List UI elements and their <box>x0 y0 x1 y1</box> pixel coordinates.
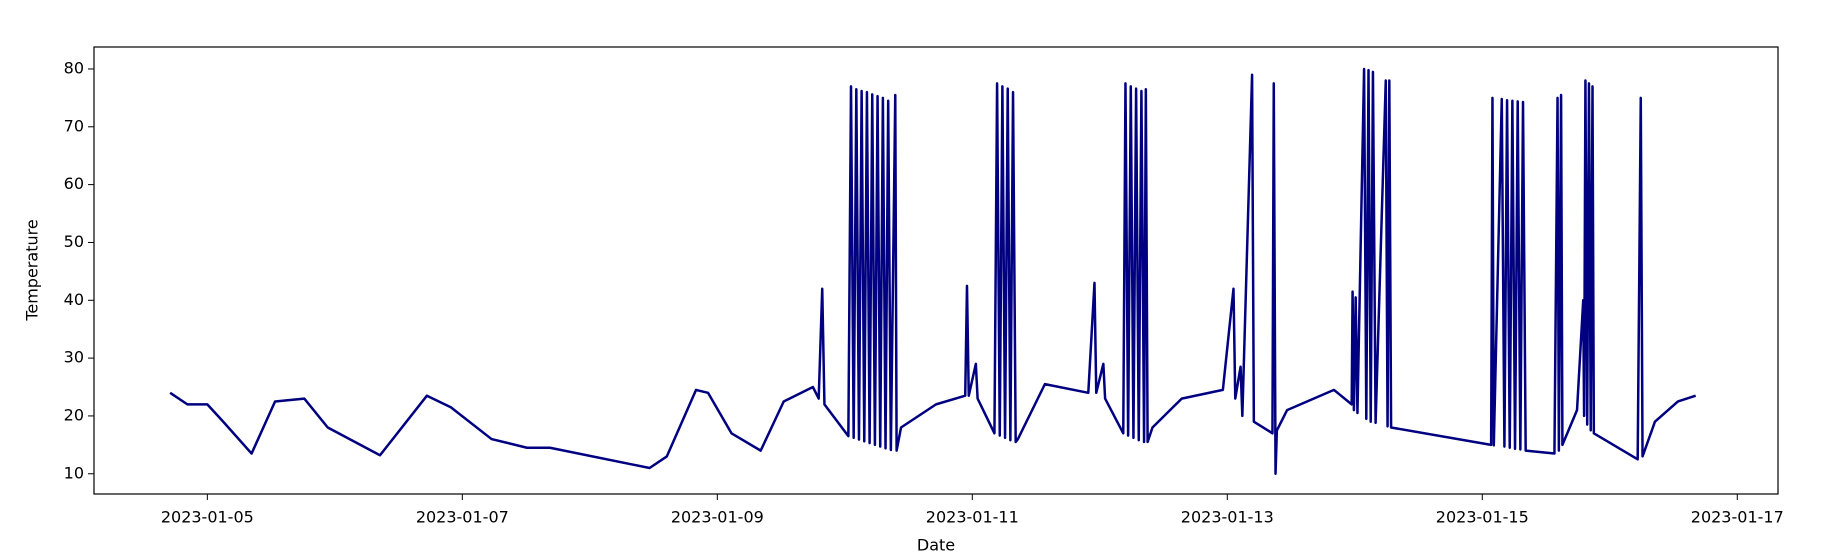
x-tick-label: 2023-01-17 <box>1691 508 1784 527</box>
line-series <box>169 67 1697 476</box>
x-tick-label: 2023-01-05 <box>161 508 254 527</box>
x-tick-label: 2023-01-13 <box>1181 508 1274 527</box>
y-tick-label: 10 <box>64 463 84 482</box>
y-tick-label: 60 <box>64 174 84 193</box>
y-axis-label: Temperature <box>23 219 42 321</box>
x-tick-label: 2023-01-11 <box>926 508 1019 527</box>
x-tick-label: 2023-01-15 <box>1436 508 1529 527</box>
y-tick-label: 40 <box>64 290 84 309</box>
y-tick-label: 50 <box>64 232 84 251</box>
x-tick-label: 2023-01-09 <box>671 508 764 527</box>
y-tick-label: 20 <box>64 405 84 424</box>
plot-frame <box>93 46 1779 495</box>
y-tick-label: 70 <box>64 116 84 135</box>
x-tick-label: 2023-01-07 <box>416 508 509 527</box>
y-tick-label: 30 <box>64 348 84 367</box>
y-tick-label: 80 <box>64 58 84 77</box>
x-axis-label: Date <box>917 536 955 555</box>
